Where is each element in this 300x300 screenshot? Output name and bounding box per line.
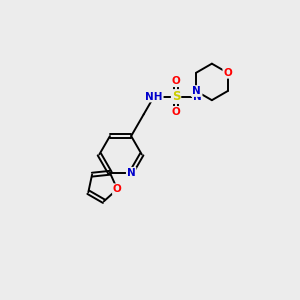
- Text: O: O: [172, 107, 180, 117]
- Text: S: S: [172, 90, 180, 103]
- Text: N: N: [127, 168, 136, 178]
- Text: N: N: [193, 92, 202, 101]
- Text: O: O: [223, 68, 232, 78]
- Text: N: N: [192, 86, 200, 96]
- Text: O: O: [113, 184, 122, 194]
- Text: NH: NH: [145, 92, 163, 101]
- Text: O: O: [172, 76, 180, 86]
